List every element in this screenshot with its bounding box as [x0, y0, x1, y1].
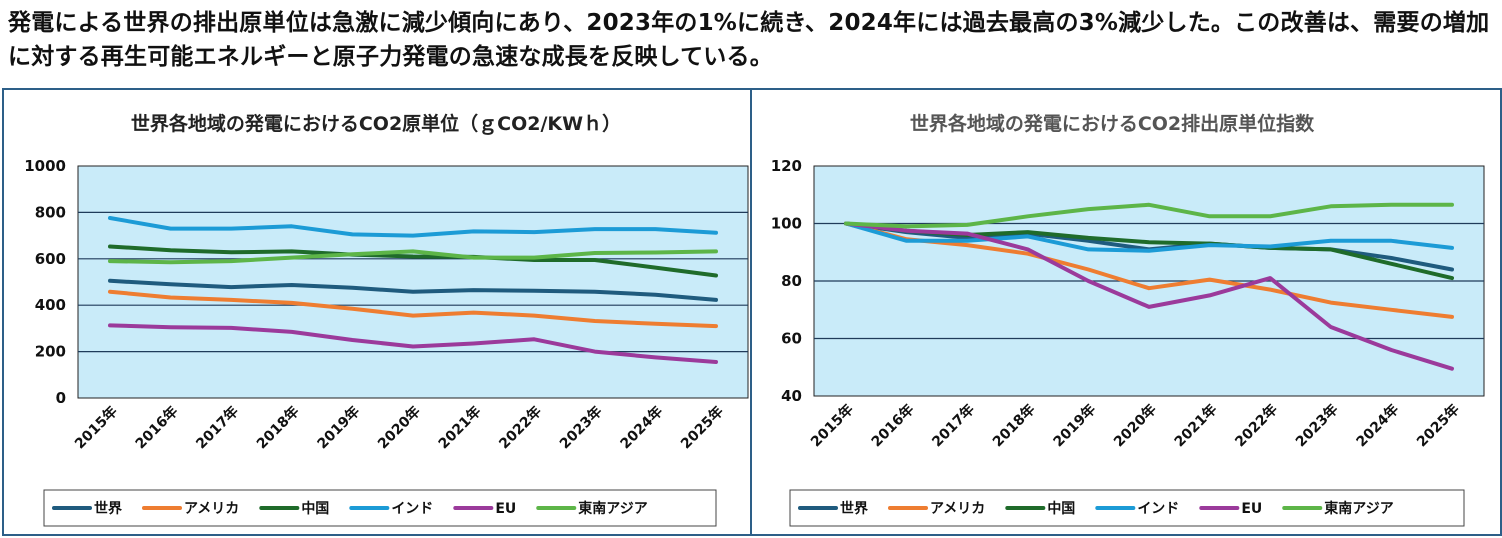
chart-panel-index: 世界各地域の発電におけるCO2排出原単位指数 40 60 80 100 120 2015年 2… — [750, 88, 1502, 536]
x-tick-label: 2021年 — [435, 403, 484, 452]
x-tick-label: 2016年 — [132, 403, 181, 452]
y-tick-label: 80 — [781, 272, 802, 290]
legend-label: 東南アジア — [578, 500, 647, 517]
series-line-1 — [844, 221, 1454, 319]
x-tick-label: 2021年 — [1171, 401, 1220, 450]
x-tick-label: 2017年 — [929, 401, 978, 450]
y-tick-label: 800 — [35, 203, 66, 221]
series-line-2 — [108, 244, 718, 278]
x-tick-label: 2025年 — [1413, 401, 1462, 450]
series-line-1 — [108, 289, 718, 329]
headline: 発電による世界の排出原単位は急激に減少傾向にあり、2023年の1%に続き、202… — [8, 10, 1490, 70]
plot-area — [77, 165, 749, 399]
legend-label: インド — [1137, 501, 1179, 517]
chart-intensity: 世界各地域の発電におけるCO2原単位（ｇCO2/KWｈ） 0 200 400 600 80… — [24, 112, 749, 527]
x-tick-label: 2015年 — [71, 403, 120, 452]
legend-label: 世界 — [94, 500, 123, 517]
legend-label: インド — [391, 501, 433, 517]
y-tick-label: 1000 — [24, 157, 66, 175]
x-tick-label: 2023年 — [556, 403, 605, 452]
x-tick-label: 2018年 — [253, 403, 302, 452]
y-tick-label: 60 — [781, 330, 802, 348]
series-line-4 — [108, 323, 718, 364]
chart-title: 世界各地域の発電におけるCO2原単位（ｇCO2/KWｈ） — [131, 112, 621, 136]
series-line-3 — [108, 216, 718, 238]
legend-label: EU — [495, 501, 516, 517]
legend-label: 中国 — [1047, 500, 1075, 517]
x-tick-label: 2017年 — [193, 403, 242, 452]
legend-label: EU — [1241, 501, 1262, 517]
y-tick-label: 400 — [35, 296, 66, 314]
y-tick-label: 0 — [56, 389, 66, 407]
y-tick-label: 600 — [35, 250, 66, 268]
x-tick-label: 2019年 — [314, 403, 363, 452]
x-tick-label: 2016年 — [868, 401, 917, 450]
chart-title: 世界各地域の発電におけるCO2排出原単位指数 — [910, 112, 1315, 135]
x-tick-label: 2023年 — [1292, 401, 1341, 450]
x-tick-label: 2020年 — [1110, 401, 1159, 450]
y-tick-label: 100 — [771, 215, 802, 233]
y-tick-label: 120 — [771, 157, 802, 175]
series-line-5 — [844, 202, 1454, 229]
series-line-3 — [844, 221, 1454, 253]
series-line-0 — [108, 278, 718, 302]
x-tick-label: 2022年 — [496, 403, 545, 452]
legend-label: 東南アジア — [1324, 500, 1393, 517]
legend-label: アメリカ — [184, 501, 239, 517]
x-tick-label: 2024年 — [1353, 401, 1402, 450]
series-line-5 — [108, 249, 718, 265]
chart-panel-intensity: 世界各地域の発電におけるCO2原単位（ｇCO2/KWｈ） 0 200 400 600 80… — [2, 88, 752, 536]
x-tick-label: 2018年 — [989, 401, 1038, 450]
x-tick-label: 2024年 — [617, 403, 666, 452]
x-tick-label: 2019年 — [1050, 401, 1099, 450]
x-tick-label: 2020年 — [374, 403, 423, 452]
series-line-4 — [844, 221, 1454, 371]
x-tick-label: 2015年 — [807, 401, 856, 450]
legend-label: アメリカ — [930, 501, 985, 517]
legend-label: 世界 — [840, 500, 869, 517]
y-tick-label: 40 — [781, 387, 802, 405]
x-tick-label: 2025年 — [677, 403, 726, 452]
y-tick-label: 200 — [35, 343, 66, 361]
x-tick-label: 2022年 — [1232, 401, 1281, 450]
legend-label: 中国 — [301, 500, 329, 517]
